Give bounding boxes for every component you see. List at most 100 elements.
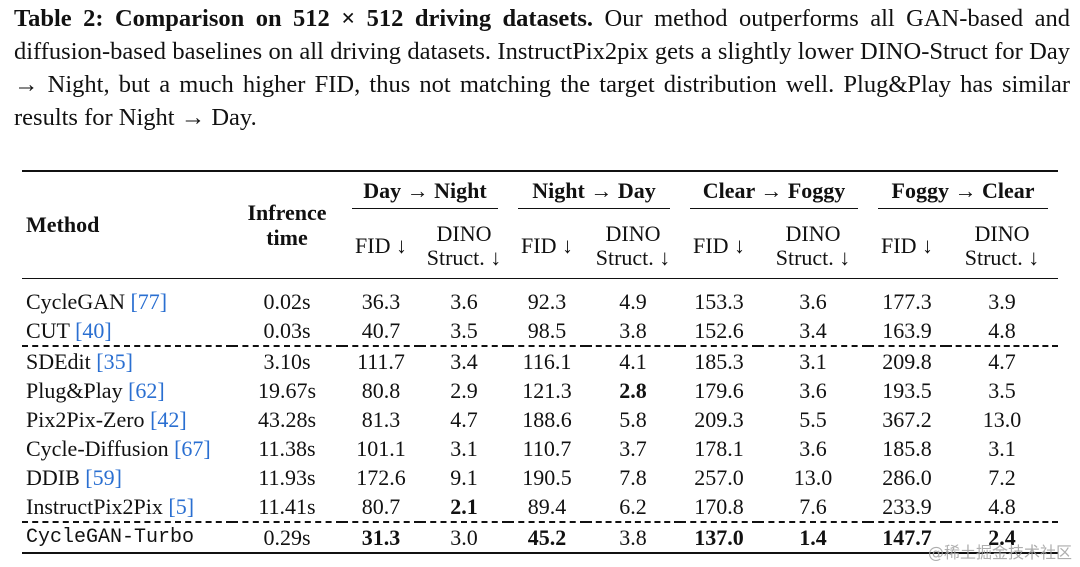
group-clear-foggy-label: Clear → Foggy [690, 178, 858, 209]
value-cell: 209.3 [694, 407, 744, 432]
method-cell: Cycle-Diffusion [67] [22, 434, 232, 463]
citation-link[interactable]: [40] [75, 318, 112, 343]
citation-link[interactable]: [35] [96, 349, 133, 374]
table-row: DDIB [59] 11.93s 172.6 9.1 190.5 7.8 257… [22, 463, 1058, 492]
dino-header-line2: Struct. ↓ [426, 245, 502, 270]
value-cell: 36.3 [361, 289, 401, 314]
table-row: Pix2Pix-Zero [42] 43.28s 81.3 4.7 188.6 … [22, 405, 1058, 434]
results-table: Method Infrence time Day → Night Night →… [22, 170, 1058, 554]
value-cell: 101.1 [356, 436, 406, 461]
value-cell: 3.4 [420, 345, 508, 376]
value-cell: 3.6 [799, 378, 827, 403]
value-cell: 98.5 [527, 318, 567, 343]
value-cell: 367.2 [882, 407, 932, 432]
group-day-night-label: Day → Night [352, 178, 498, 209]
method-name: SDEdit [26, 349, 91, 374]
caption-label: Table 2: Comparison on 512 × 512 driving… [14, 5, 594, 32]
value-cell: 80.7 [361, 494, 401, 519]
dino-header-line1: DINO [785, 221, 841, 246]
method-name: CUT [26, 318, 70, 343]
group-day-night: Day → Night [342, 171, 508, 214]
method-name: CycleGAN-Turbo [26, 526, 195, 549]
table-body: CycleGAN [77] 0.02s 36.3 3.6 92.3 4.9 15… [22, 279, 1058, 554]
value-cell-best: 45.2 [508, 521, 586, 554]
value-cell: 3.9 [988, 289, 1016, 314]
value-cell: 286.0 [882, 465, 932, 490]
value-cell: 13.0 [793, 465, 833, 490]
value-cell: 3.7 [619, 436, 647, 461]
value-cell: 163.9 [882, 318, 932, 343]
value-cell-best: 1.4 [758, 521, 868, 554]
value-cell: 7.6 [799, 494, 827, 519]
fid-header: FID ↓ [355, 233, 407, 258]
time-cell: 0.02s [263, 289, 311, 314]
value-cell-best: 31.3 [342, 521, 420, 554]
fid-header: FID ↓ [521, 233, 573, 258]
value-cell: 9.1 [450, 465, 478, 490]
time-cell: 0.29s [232, 521, 342, 554]
dino-header-line1: DINO [974, 221, 1030, 246]
citation-link[interactable]: [62] [128, 378, 165, 403]
value-cell: 7.8 [619, 465, 647, 490]
value-cell: 209.8 [868, 345, 946, 376]
value-cell: 190.5 [522, 465, 572, 490]
value-cell: 3.5 [450, 318, 478, 343]
value-cell: 178.1 [694, 436, 744, 461]
value-cell: 177.3 [882, 289, 932, 314]
group-clear-foggy: Clear → Foggy [680, 171, 868, 214]
value-cell: 193.5 [882, 378, 932, 403]
method-cell: Plug&Play [62] [22, 376, 232, 405]
value-cell: 111.7 [342, 345, 420, 376]
value-cell: 3.6 [450, 289, 478, 314]
method-name: Plug&Play [26, 378, 123, 403]
table-row: Plug&Play [62] 19.67s 80.8 2.9 121.3 2.8… [22, 376, 1058, 405]
time-header-line1: Infrence [247, 200, 327, 225]
value-cell: 152.6 [694, 318, 744, 343]
citation-link[interactable]: [42] [150, 407, 187, 432]
value-cell: 116.1 [508, 345, 586, 376]
value-cell: 3.6 [799, 289, 827, 314]
value-cell: 3.6 [799, 436, 827, 461]
time-cell: 11.38s [258, 436, 316, 461]
value-cell: 3.4 [799, 318, 827, 343]
dino-header-line2: Struct. ↓ [775, 245, 851, 270]
citation-link[interactable]: [77] [130, 289, 168, 314]
group-foggy-clear-label: Foggy → Clear [878, 178, 1048, 209]
value-cell: 185.3 [680, 345, 758, 376]
value-cell: 3.8 [586, 521, 680, 554]
dino-header-line2: Struct. ↓ [595, 245, 671, 270]
caption-text: Our method outperforms all GAN-based and… [14, 5, 1070, 131]
time-cell: 11.41s [258, 494, 316, 519]
method-cell: DDIB [59] [22, 463, 232, 492]
value-cell: 7.2 [988, 465, 1016, 490]
value-cell: 89.4 [527, 494, 567, 519]
value-cell: 13.0 [982, 407, 1022, 432]
value-cell: 179.6 [694, 378, 744, 403]
time-cell: 19.67s [257, 378, 317, 403]
dino-header-line2: Struct. ↓ [964, 245, 1040, 270]
value-cell: 80.8 [361, 378, 401, 403]
citation-link[interactable]: [59] [85, 465, 122, 490]
method-name: Pix2Pix-Zero [26, 407, 145, 432]
value-cell: 6.2 [619, 494, 647, 519]
value-cell: 4.1 [586, 345, 680, 376]
group-foggy-clear: Foggy → Clear [868, 171, 1058, 214]
method-cell: CycleGAN-Turbo [22, 521, 232, 554]
method-name: InstructPix2Pix [26, 494, 163, 519]
value-cell: 2.9 [450, 378, 478, 403]
value-cell: 4.8 [988, 494, 1016, 519]
value-cell: 4.7 [946, 345, 1058, 376]
citation-link[interactable]: [67] [174, 436, 211, 461]
citation-link[interactable]: [5] [168, 494, 195, 519]
group-night-day: Night → Day [508, 171, 680, 214]
time-cell: 0.03s [263, 318, 311, 343]
method-cell: InstructPix2Pix [5] [22, 492, 232, 522]
value-cell: 110.7 [522, 436, 572, 461]
table-row: Cycle-Diffusion [67] 11.38s 101.1 3.1 11… [22, 434, 1058, 463]
method-cell: CycleGAN [77] [22, 279, 232, 317]
value-cell-best: 147.7 [868, 521, 946, 554]
dino-header: DINO Struct. ↓ [420, 214, 508, 279]
value-cell: 233.9 [882, 494, 932, 519]
method-header: Method [26, 212, 100, 237]
value-cell: 81.3 [361, 407, 401, 432]
